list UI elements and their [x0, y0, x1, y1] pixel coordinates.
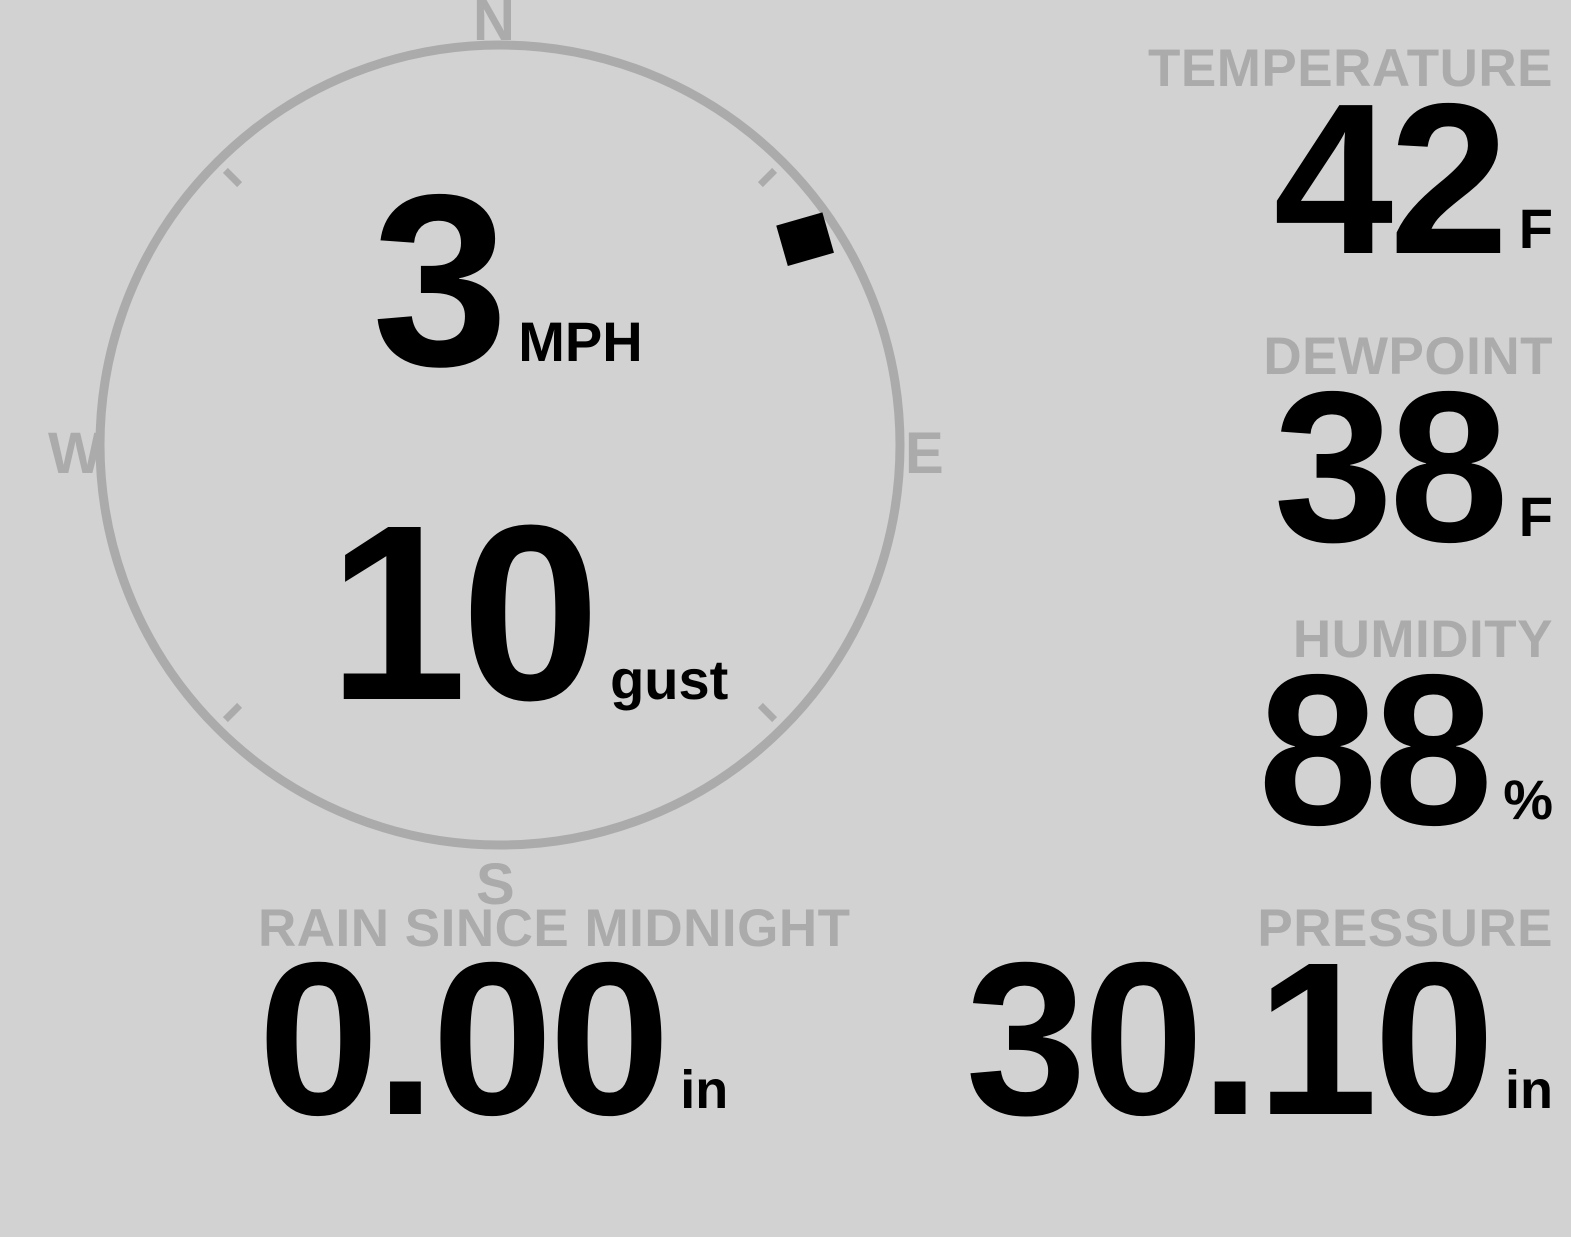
- metric-pressure-unit: in: [1505, 1059, 1553, 1120]
- metric-humidity-unit: %: [1503, 768, 1553, 832]
- compass-dial-graphic: [95, 40, 905, 850]
- compass-ring: [95, 40, 905, 850]
- wind-speed-readout: 3 MPH: [372, 143, 643, 417]
- metric-pressure-label: PRESSURE: [1257, 899, 1553, 958]
- metric-pressure-value: 30.10: [965, 918, 1495, 1161]
- wind-speed-value: 3: [372, 143, 508, 417]
- compass-label-south: S: [476, 852, 515, 917]
- compass-label-west: W: [48, 421, 103, 486]
- metric-rain-label: RAIN SINCE MIDNIGHT: [258, 899, 851, 958]
- metric-rain-value: 0.00: [258, 918, 670, 1161]
- wind-gust-readout: 10 gust: [328, 473, 729, 752]
- metric-humidity: HUMIDITY 88 %: [1258, 610, 1553, 870]
- wind-gust-unit: gust: [610, 648, 729, 712]
- wind-direction-marker: [776, 212, 834, 267]
- compass-label-north: N: [473, 0, 515, 53]
- compass-tick-nw: [222, 167, 243, 188]
- metric-pressure-value-row: 30.10 in: [965, 918, 1553, 1161]
- metric-dewpoint-label: DEWPOINT: [1263, 327, 1553, 386]
- compass-tick-ne: [757, 167, 778, 188]
- metric-temperature-value-row: 42 F: [1148, 58, 1553, 299]
- wind-gust-value: 10: [328, 473, 600, 752]
- metric-temperature-unit: F: [1518, 197, 1553, 261]
- metric-temperature-label: TEMPERATURE: [1148, 39, 1553, 98]
- wind-compass-dial: N E S W 3 MPH 10 gust: [0, 0, 1000, 914]
- metric-rain-unit: in: [680, 1059, 729, 1120]
- compass-label-east: E: [905, 421, 944, 486]
- wind-speed-unit: MPH: [518, 310, 643, 374]
- metric-dewpoint: DEWPOINT 38 F: [1263, 327, 1553, 587]
- metric-rain-value-row: 0.00 in: [258, 918, 851, 1161]
- metric-dewpoint-unit: F: [1518, 485, 1553, 549]
- metric-dewpoint-value-row: 38 F: [1263, 346, 1553, 587]
- compass-tick-se: [757, 702, 778, 723]
- metric-humidity-value-row: 88 %: [1258, 629, 1553, 870]
- metric-rain-since-midnight: RAIN SINCE MIDNIGHT 0.00 in: [258, 899, 851, 1161]
- metric-temperature: TEMPERATURE 42 F: [1148, 39, 1553, 299]
- compass-tick-marks: [222, 167, 778, 723]
- metric-pressure: PRESSURE 30.10 in: [965, 899, 1553, 1161]
- metric-humidity-label: HUMIDITY: [1292, 610, 1553, 669]
- metric-humidity-value: 88: [1258, 629, 1493, 870]
- compass-tick-sw: [222, 702, 243, 723]
- metric-temperature-value: 42: [1273, 58, 1509, 299]
- metric-dewpoint-value: 38: [1273, 346, 1509, 587]
